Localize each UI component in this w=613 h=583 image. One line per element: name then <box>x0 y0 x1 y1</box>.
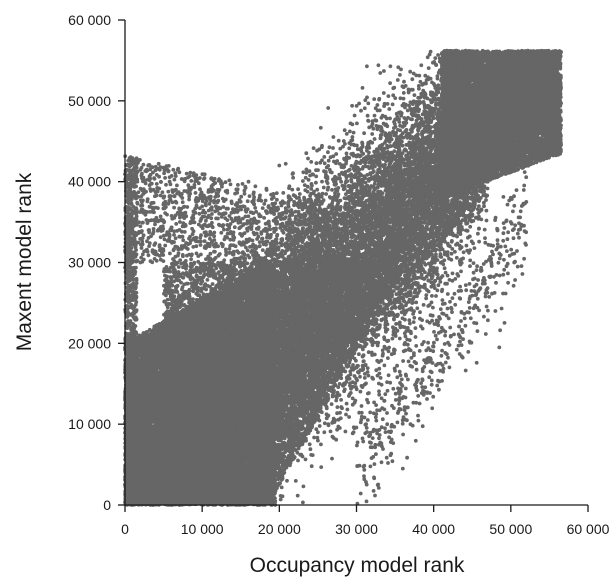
data-point <box>391 337 395 341</box>
data-point <box>347 415 351 419</box>
data-point <box>404 349 408 353</box>
data-point <box>468 264 472 268</box>
data-point <box>329 430 333 434</box>
data-point <box>367 126 371 130</box>
data-point <box>330 188 334 192</box>
data-point <box>319 443 323 447</box>
data-point <box>362 131 366 135</box>
data-point <box>348 130 352 134</box>
data-point <box>422 303 426 307</box>
data-point <box>309 187 313 191</box>
data-point <box>344 413 348 417</box>
data-point <box>375 127 379 131</box>
data-point <box>363 106 367 110</box>
data-point <box>337 139 341 143</box>
data-point <box>366 119 370 123</box>
data-point <box>288 184 292 188</box>
data-point <box>424 293 428 297</box>
data-point <box>382 69 386 73</box>
data-point <box>345 132 349 136</box>
data-point <box>417 84 421 88</box>
data-point <box>315 161 319 165</box>
data-point <box>355 122 359 126</box>
data-point <box>408 70 412 74</box>
data-point <box>347 146 351 150</box>
points-layer <box>123 49 563 507</box>
data-point <box>434 294 438 298</box>
data-point <box>376 103 380 107</box>
data-point <box>354 359 358 363</box>
data-point <box>326 106 330 110</box>
data-point <box>427 66 431 70</box>
data-point <box>368 411 372 415</box>
data-point <box>386 389 390 393</box>
data-point <box>387 107 391 111</box>
data-point <box>322 186 326 190</box>
data-point <box>485 219 489 223</box>
data-point <box>413 93 417 97</box>
data-point <box>444 271 448 275</box>
data-point <box>301 170 305 174</box>
data-point <box>365 64 369 68</box>
